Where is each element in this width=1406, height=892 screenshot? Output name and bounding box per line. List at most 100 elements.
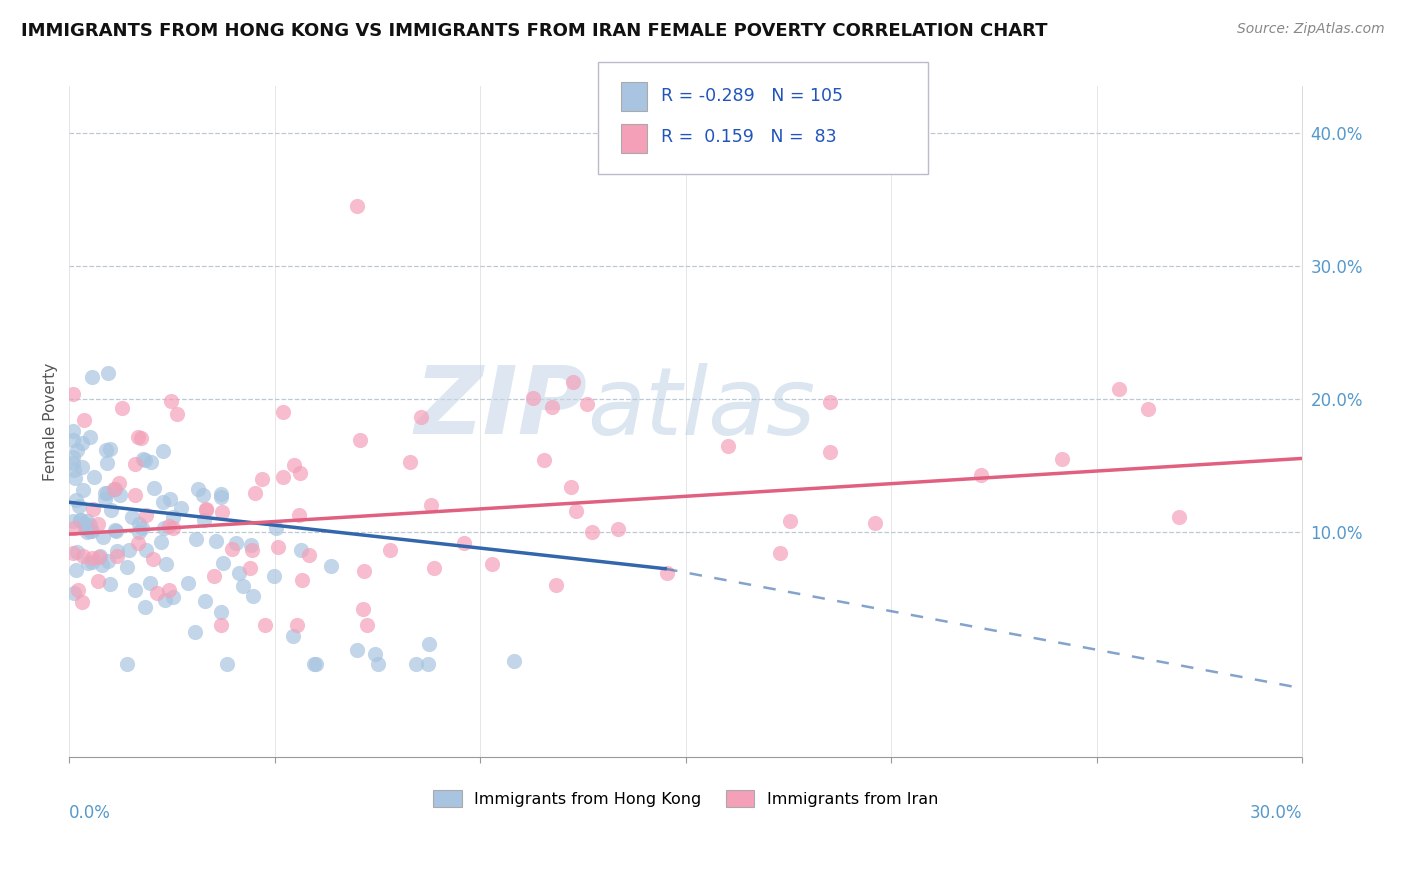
Point <box>1108 382 1130 396</box>
Point <box>541 401 564 415</box>
Point <box>769 546 792 560</box>
Point <box>546 578 568 592</box>
Point <box>271 404 294 418</box>
Text: 30.0%: 30.0% <box>1250 805 1302 822</box>
Point <box>70 595 93 609</box>
Point <box>62 386 84 401</box>
Point <box>346 642 368 657</box>
Point <box>453 536 475 550</box>
Point <box>62 433 84 447</box>
Point <box>150 535 173 549</box>
Point <box>503 655 526 669</box>
Point <box>162 510 184 524</box>
Point <box>481 558 503 572</box>
Point <box>250 472 273 486</box>
Point <box>89 549 111 564</box>
Point <box>157 519 180 533</box>
Point <box>77 556 100 570</box>
Text: R = -0.289   N = 105: R = -0.289 N = 105 <box>661 87 842 104</box>
Text: R =  0.159   N =  83: R = 0.159 N = 83 <box>661 128 837 145</box>
Point <box>87 549 110 564</box>
Point <box>155 592 177 607</box>
Point <box>863 516 886 530</box>
Point <box>232 579 254 593</box>
Point <box>97 366 120 380</box>
Point <box>779 514 801 528</box>
Point <box>96 485 118 500</box>
Point <box>69 513 91 527</box>
Point <box>162 521 184 535</box>
Point <box>62 514 84 528</box>
Point <box>66 544 89 558</box>
Point <box>134 453 156 467</box>
Point <box>606 522 628 536</box>
Point <box>87 574 110 589</box>
Point <box>157 583 180 598</box>
Point <box>166 408 188 422</box>
Point <box>211 556 233 570</box>
Point <box>159 492 181 507</box>
Point <box>124 488 146 502</box>
Point <box>160 393 183 408</box>
Point <box>242 589 264 603</box>
Point <box>209 605 232 619</box>
Point <box>105 549 128 563</box>
Point <box>127 430 149 444</box>
Point <box>135 508 157 522</box>
Point <box>76 514 98 528</box>
Point <box>66 443 89 458</box>
Point <box>209 490 232 504</box>
Point <box>305 657 328 672</box>
Point <box>1167 510 1189 524</box>
Point <box>127 536 149 550</box>
Point <box>378 543 401 558</box>
Point <box>129 431 152 445</box>
Point <box>117 657 139 672</box>
Point <box>155 557 177 571</box>
Point <box>115 560 138 574</box>
Point <box>209 486 232 500</box>
Point <box>187 482 209 496</box>
Point <box>62 424 84 438</box>
Point <box>121 510 143 524</box>
Point <box>138 576 160 591</box>
Point <box>655 566 678 581</box>
Point <box>76 525 98 540</box>
Point <box>576 397 599 411</box>
Point <box>135 542 157 557</box>
Point <box>105 524 128 538</box>
Y-axis label: Female Poverty: Female Poverty <box>44 363 58 481</box>
Point <box>107 544 129 558</box>
Point <box>562 375 585 389</box>
Point <box>1136 401 1159 416</box>
Point <box>90 558 112 572</box>
Point <box>398 455 420 469</box>
Point <box>124 582 146 597</box>
Point <box>139 455 162 469</box>
Point <box>349 434 371 448</box>
Point <box>79 524 101 538</box>
Point <box>193 594 215 608</box>
Point <box>162 590 184 604</box>
Point <box>118 542 141 557</box>
Text: ZIP: ZIP <box>415 362 588 454</box>
Point <box>302 657 325 672</box>
Point <box>194 501 217 516</box>
Point <box>72 459 94 474</box>
Point <box>321 558 343 573</box>
Point <box>100 503 122 517</box>
Point <box>124 457 146 471</box>
Point <box>65 492 87 507</box>
Point <box>267 540 290 554</box>
Point <box>290 466 312 480</box>
Point <box>72 413 94 427</box>
Point <box>70 436 93 450</box>
Point <box>264 520 287 534</box>
Text: atlas: atlas <box>588 363 815 454</box>
Point <box>62 521 84 535</box>
Point <box>91 530 114 544</box>
Point <box>82 555 104 569</box>
Point <box>132 451 155 466</box>
Legend: Immigrants from Hong Kong, Immigrants from Iran: Immigrants from Hong Kong, Immigrants fr… <box>426 784 945 814</box>
Point <box>346 199 368 213</box>
